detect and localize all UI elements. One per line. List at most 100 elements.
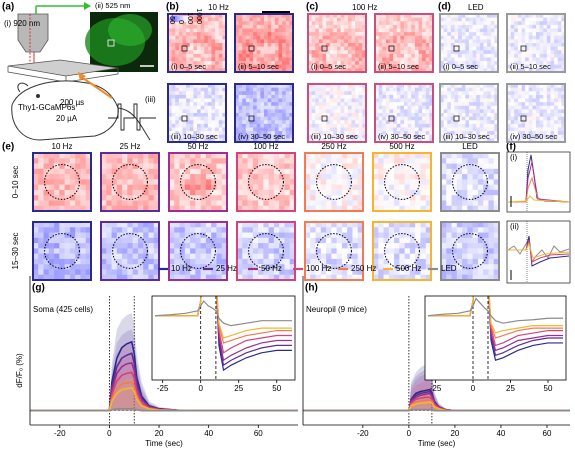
pixel [378,248,384,254]
pixel [337,21,341,26]
pixel [256,68,261,73]
pixel [111,222,118,228]
colorbar-cell [196,16,199,22]
pixel [101,243,107,249]
pixel [326,227,332,233]
pixel [274,109,279,114]
pixel [216,158,223,164]
pixel [443,123,448,128]
pixel [153,184,160,191]
pixel [400,57,405,62]
pixel [411,134,416,139]
pixel [557,50,562,55]
pixel [200,163,207,170]
pixel [274,102,279,107]
pixel [274,43,279,47]
pixel [493,222,500,228]
pixel [43,163,50,170]
pixel [285,39,290,44]
pixel [235,84,239,88]
pixel [171,113,176,117]
pixel [461,131,466,136]
pixel [326,17,331,22]
pixel [308,57,312,62]
pixel [106,264,112,270]
pixel [333,116,338,121]
pixel [178,84,183,88]
pixel [467,205,473,212]
pixel [409,189,416,196]
pixel [362,46,367,51]
pixel [315,24,320,29]
pixel [454,105,459,110]
pixel [472,163,479,170]
pixel [326,39,331,44]
pixel [268,179,275,185]
pixel [315,274,322,281]
pixel [171,39,176,44]
pixel [532,24,537,29]
pixel [175,98,180,103]
pixel [329,35,334,40]
pixel [336,269,343,276]
pixel [247,258,254,265]
pixel [362,94,367,99]
pixel [279,274,285,281]
pixel [510,61,515,66]
pixel [532,61,537,66]
pixel [456,195,463,201]
pixel [472,179,479,185]
pixel [487,138,492,143]
pixel [373,222,379,228]
pixel [48,189,55,196]
pixel [273,222,280,228]
pixel [179,274,186,281]
pixel [43,195,50,201]
pixel [443,53,448,58]
pixel [237,253,243,260]
pixel [543,87,548,92]
pixel [411,64,416,69]
pixel [263,205,269,212]
pixel [197,105,201,110]
pixel [215,105,220,110]
pixel [483,32,488,37]
pixel [48,253,55,260]
pixel [315,94,320,99]
pixel [510,113,515,117]
pixel [487,68,492,73]
pixel [278,105,283,110]
pixel [267,113,272,117]
pixel [425,109,430,114]
pixel [148,195,155,201]
pixel [373,153,379,159]
pixel [557,43,562,47]
pixel [446,264,452,270]
pixel [561,123,566,128]
pixel [278,24,283,29]
pixel [253,98,258,103]
pixel [409,253,416,260]
pixel [418,134,423,139]
pixel [207,113,212,117]
pixel [264,68,268,73]
pixel [337,105,341,110]
pixel [420,205,427,212]
frame [168,221,228,281]
pixel [75,163,81,170]
pixel [425,68,430,73]
pixel [200,222,207,228]
pixel [284,163,291,170]
pixel [260,138,265,143]
pixel [399,153,405,159]
pixel [487,21,492,26]
pixel [347,43,352,47]
pixel [425,168,432,175]
pixel [404,53,408,58]
pixel [385,50,390,55]
pixel [400,53,405,58]
pixel [472,174,479,180]
pixel [221,200,228,207]
pixel [279,174,285,180]
pixel [409,222,416,228]
